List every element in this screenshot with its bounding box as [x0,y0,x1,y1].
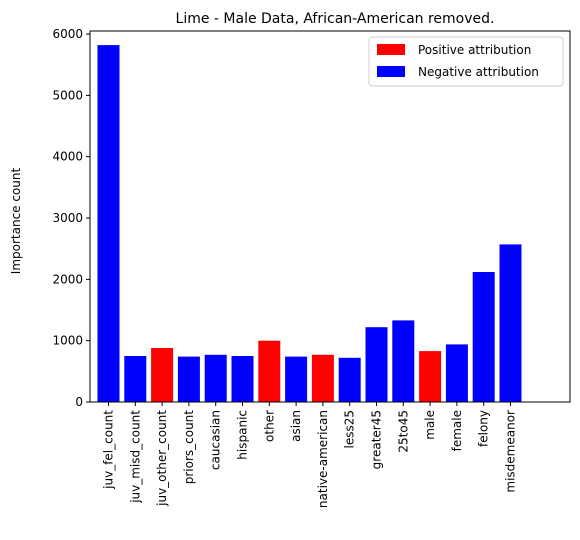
y-tick-label: 0 [75,395,83,409]
bar-25to45 [392,320,415,402]
bar-greater45 [365,327,388,402]
bar-misdemeanor [499,244,522,402]
y-ticks-group: 0 1000 2000 3000 4000 5000 6000 [52,27,90,409]
y-tick-label: 3000 [52,211,83,225]
bar-less25 [338,357,361,402]
x-tick-label: priors_count [182,410,196,485]
x-tick-label: native-american [316,410,330,508]
x-tick-label: female [450,410,464,451]
x-tick-label: hispanic [236,410,250,460]
legend-swatch-negative [377,66,405,77]
x-tick-label: juv_fel_count [102,410,116,490]
bar-juv_misd_count [124,356,147,402]
y-axis-label: Importance count [9,167,23,274]
x-tick-label: juv_misd_count [128,410,142,504]
legend-label-negative: Negative attribution [418,65,539,79]
bar-felony [472,272,495,402]
bar-native-american [311,354,334,402]
bars-group [97,45,522,402]
bar-female [445,344,468,402]
bar-caucasian [204,354,227,402]
bar-male [419,351,442,402]
y-tick-label: 5000 [52,88,83,102]
x-tick-label: male [423,410,437,440]
bar-priors_count [177,356,200,402]
x-tick-label: asian [289,410,303,442]
y-tick-label: 2000 [52,272,83,286]
y-tick-label: 6000 [52,27,83,41]
x-tick-label: caucasian [209,410,223,470]
legend-label-positive: Positive attribution [418,43,531,57]
x-tick-label: 25to45 [396,410,410,453]
legend: Positive attribution Negative attribution [368,36,564,87]
x-tick-label: less25 [343,410,357,449]
x-tick-label: greater45 [370,410,384,469]
x-tick-label: other [262,410,276,442]
bar-hispanic [231,356,254,402]
legend-swatch-positive [377,44,405,55]
plot-frame [89,30,571,403]
x-tick-label: juv_other_count [155,410,169,507]
bar-juv_fel_count [97,45,120,402]
legend-entries: Positive attribution Negative attribution [377,43,539,79]
x-ticks-group: juv_fel_count juv_misd_count juv_other_cou… [102,402,518,508]
chart-title: Lime - Male Data, African-American remov… [176,11,495,27]
bar-asian [285,356,308,402]
x-tick-label: misdemeanor [504,410,518,493]
bar-juv_other_count [151,348,174,402]
x-tick-label: felony [477,410,491,447]
bar-other [258,340,281,402]
y-tick-label: 1000 [52,334,83,348]
y-tick-label: 4000 [52,150,83,164]
legend-box [368,36,564,87]
